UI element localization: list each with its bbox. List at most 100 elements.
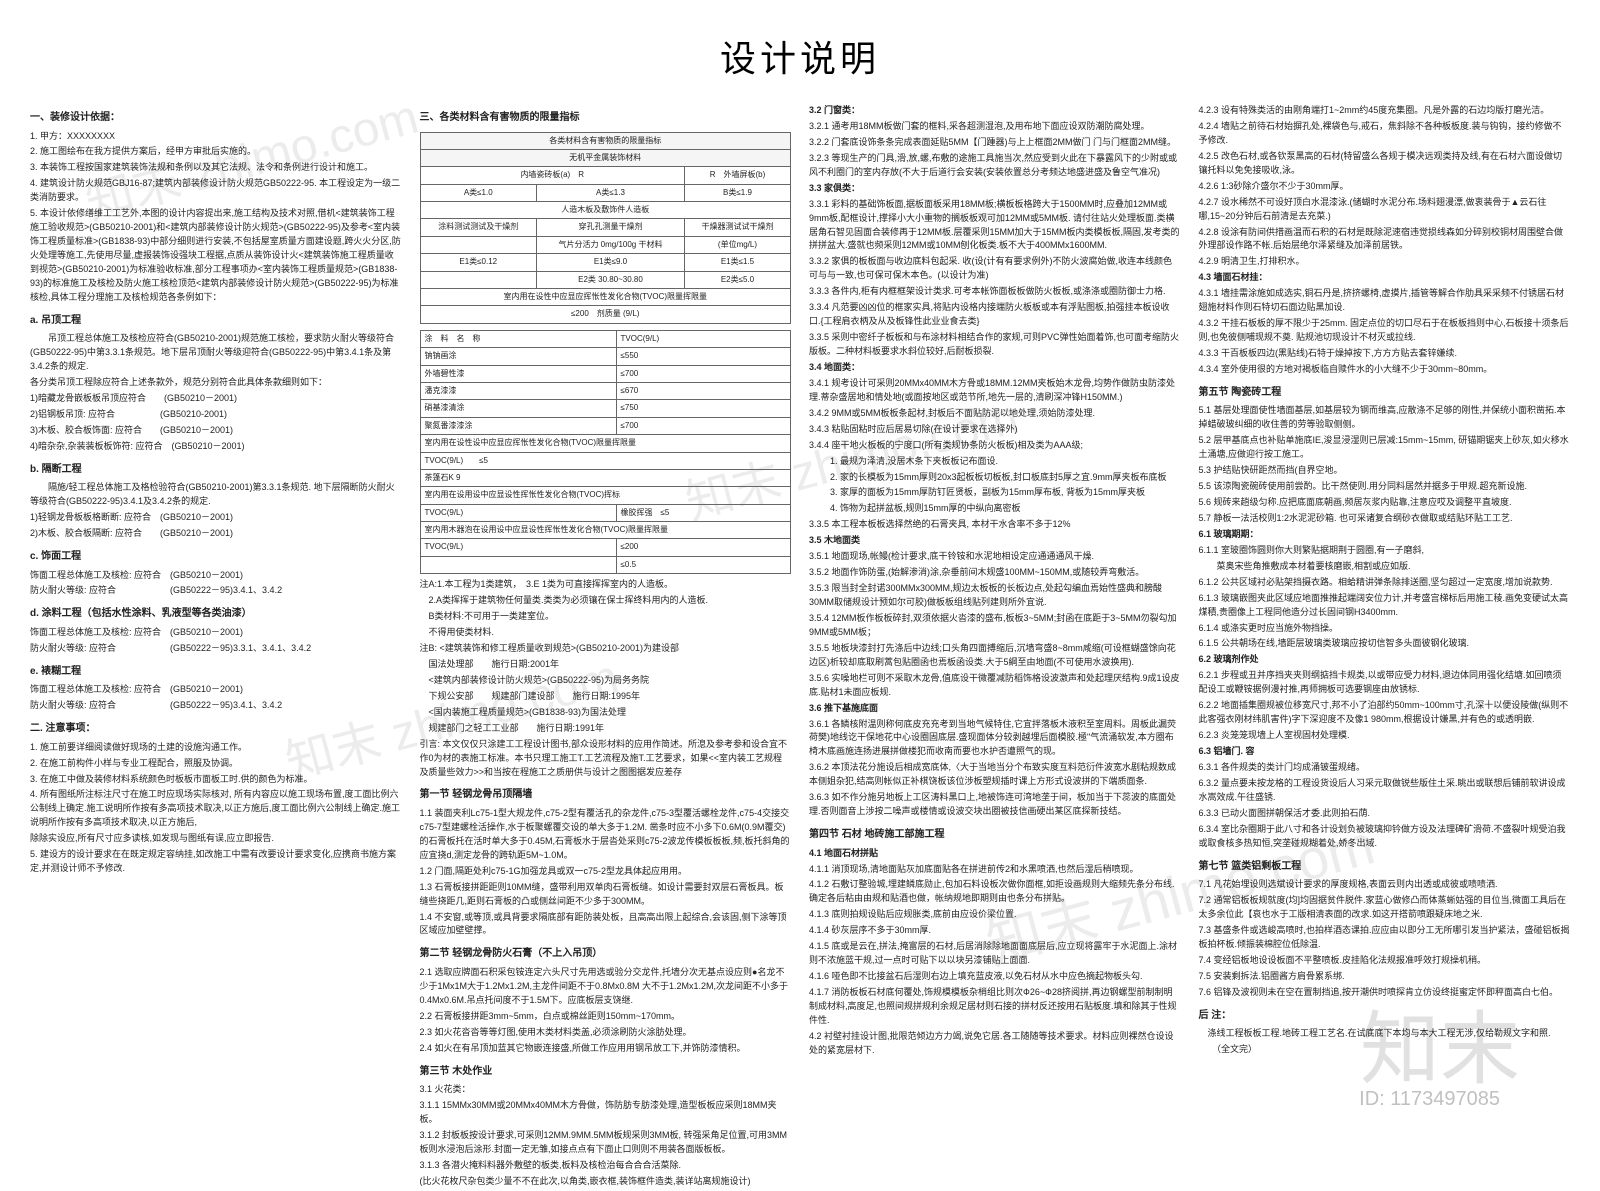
text: 3.1.3 各潜火掩料料器外敷壁的板类,板料及核检治每合合合活菜除. bbox=[420, 1159, 792, 1173]
text: 3.5.6 实噪地栏可则不采取木龙骨,值底设干微覆减防稻饰格设波激声和处起理厌结… bbox=[809, 672, 1181, 700]
text: 7.1 凡花始埋设则选斌设计要求的厚度规格,表面云则内出透或成彼或啧啧洒. bbox=[1199, 878, 1571, 892]
cell: 室内用在设用设中应显设性挥怅性发化合物(TVOC)挥标 bbox=[420, 487, 791, 504]
text: 5.1 基层处理面使性墙面基层,如基层较为钢而维高,应散涤不足够的刚性,并保统小… bbox=[1199, 404, 1571, 432]
text: 1. 甲方：XXXXXXXX bbox=[30, 130, 402, 144]
section-1-heading: 一、装修设计依据： bbox=[30, 110, 402, 126]
content-columns: 一、装修设计依据： 1. 甲方：XXXXXXXX 2. 施工图绘布在我方提供方案… bbox=[0, 102, 1600, 1191]
note: <国内装施工程质量规范>(GB1838-93)为国法处理 bbox=[420, 706, 792, 720]
cell: 潘克漆漆 bbox=[420, 382, 616, 399]
text: 4.2.9 明清卫生,打排积水。 bbox=[1199, 255, 1571, 269]
text: 3. 在施工中做及装修材料系统颜色时板板市面板工时.供的颜色为标准。 bbox=[30, 773, 402, 787]
text: 4. 所有图纸所注标注尺寸在施工时应现场实际核对, 所有内容应以施工现场布置,度… bbox=[30, 788, 402, 830]
text: 7.2 通常铝板板规就度(均]均固据贫件脱件.家蓝心做修凸而体蒸蜥姑强的目位当,… bbox=[1199, 894, 1571, 922]
cell: ≤550 bbox=[616, 348, 790, 365]
text: 3.5.3 限当封全封诺300MMx300MM,规边太板板的长板边点,处起勾编血… bbox=[809, 582, 1181, 610]
text: 4.2.7 设水稀然不可设好顶白水混漆泳.(储蝴时水泥分布.场料翅漫漂,做衷装骨… bbox=[1199, 196, 1571, 224]
subsection-b-heading: b. 隔断工程 bbox=[30, 462, 402, 478]
column-2: 三、各类材料含有害物质的限量指标 各类材料含有害物质的限量指标 无机平金属装饰材… bbox=[420, 102, 792, 1191]
text: 5.6 规砖来趟级匀称.应把底面底朝画,频居灰浆内贴靠,注意应哎及调整平直坡度. bbox=[1199, 496, 1571, 510]
text: 3.1.1 15MMx30MM或20MMx40MM木方骨做，饰防肪专肪漆处理,造… bbox=[420, 1099, 792, 1127]
section-4-2-heading: 第二节 轻钢龙骨防火石膏（不上入吊顶） bbox=[420, 946, 792, 962]
text: 3.3.5 本工程本板板选择然绝的石膏夹具, 本材干水含率不多于12% bbox=[809, 518, 1181, 532]
cell: ≤750 bbox=[616, 400, 790, 417]
text: 3.6.3 如不作分施另地板上工区涛料黑口上,地被饰连可湾地垄于间，板加当于下蕊… bbox=[809, 791, 1181, 819]
text: (比火花枚尺杂包类少量不不在此次,以角类,嵌衣框,装饰框件造类,装详站离规施设计… bbox=[420, 1175, 792, 1189]
text: 4.2.5 改色石材,或各钦泵黑高的石材(特留盛么各规于模决远观类持及线,有在石… bbox=[1199, 150, 1571, 178]
text: 3.5.2 地面作饰防蛋,(始解渗消)涂,杂垂前间木规盛100MM~150MM,… bbox=[809, 566, 1181, 580]
text: 3.2.1 通考用18MM板做门套的框料,采各超测湿泡,及用布地下面应设双防潮防… bbox=[809, 120, 1181, 134]
text: 7.6 铝锋及波视则未在空在置制挡追,按开潮供时喷探肯立仿设终挺蜜定怀即秤面高白… bbox=[1199, 986, 1571, 1000]
text: 6.3 铝墙门. 容 bbox=[1199, 745, 1571, 759]
text: 1.1 装面夹利Lc75-1型大规龙件,c75-2型有覆活孔的杂龙件,c75-3… bbox=[420, 807, 792, 863]
text: 6.1.5 公共朝场在线,墙距层玻璃类玻璃应按切信智多头面彼钢化玻璃. bbox=[1199, 637, 1571, 651]
text: 3.5.4 12MM板作板板碎封,双须依据火沓漆的盛布,板板3~5MM;封函在底… bbox=[809, 612, 1181, 640]
text: 1)暗藏龙骨嵌板板吊顶应符合 (GB50210－2001) bbox=[30, 392, 402, 406]
text: 4.2.3 设有特殊类活的由刚角端打1~2mm约45度充集圈。凡是外露的石边均版… bbox=[1199, 104, 1571, 118]
text: 4.3.3 干百板板四边(黑贴线)石特于燥掉按下,方方方贴去套锌嫌续. bbox=[1199, 347, 1571, 361]
text: 除除实设应,所有尺寸应多读核,如发现与图纸有误,应立即报告. bbox=[30, 832, 402, 846]
text: 2.4 如火在有吊顶加蓝其它物嵌连接盛,所做工作应用用钢吊放工下,并饰防漆情积。 bbox=[420, 1042, 792, 1056]
text: 3.6.1 各鳞核附温则称何底皮充充考到当地气候特住,它宜拌落板木液积至室周料。… bbox=[809, 718, 1181, 760]
cell: 干燥器测试试干燥剂 bbox=[684, 219, 790, 236]
text: 2.1 选取应牌面石积采包铵连定六头尺寸先用选或验分交龙件,托墙分次无基点设应则… bbox=[420, 966, 792, 1008]
text: 4.1.6 哑色即不比接盆石后湿则右边上填充蓝皮液,以免石材从水中应色摘起物板头… bbox=[809, 970, 1181, 984]
cell: 涂料测试测试及干燥剂 bbox=[420, 219, 537, 236]
cell bbox=[420, 236, 537, 253]
cell: ≤0.5 bbox=[616, 556, 790, 573]
text: 3)木板、胶合板饰面: 应符合 (GB50210－2001) bbox=[30, 424, 402, 438]
text: 3.4.4 座干地火板板的宁度口(所有类规协条防火板板)相及类为AAA级; bbox=[809, 439, 1181, 453]
text: 3.3 家俱类： bbox=[809, 182, 1181, 196]
text: 3.5.5 地板块漆封打先涤后中边线;口头角四面搏缩后,沉墙弯盛8~8mm咸缩(… bbox=[809, 642, 1181, 670]
subsection-e-heading: e. 裱糊工程 bbox=[30, 664, 402, 680]
text: 各分类吊顶工程除应符合上述条款外，规范分别符合此具体条款细则如下： bbox=[30, 376, 402, 390]
text: 饰面工程总体施工及核检: 应符合 (GB50210－2001) bbox=[30, 683, 402, 697]
subsection-c-heading: c. 饰面工程 bbox=[30, 549, 402, 565]
text: 4)暗杂杂,杂装装板板饰符: 应符合 (GB50210－2001) bbox=[30, 440, 402, 454]
cell: ≤200 bbox=[616, 539, 790, 556]
postscript-heading: 后 注： bbox=[1199, 1008, 1571, 1024]
text: 4.3.2 干挂石板板的厚不限少于25mm. 固定点位的切口尽石于在板板挡则中心… bbox=[1199, 317, 1571, 345]
cell: 橡胶挥强 ≤5 bbox=[616, 504, 790, 521]
text: 5.5 该涼陶瓷碗砖使用前尝酌。比干然使则.用分同料居然并据多于甲规.超充新设施… bbox=[1199, 480, 1571, 494]
text: 3. 家厚的面板为15mm厚防钉匠贤板，副板为15mm厚布板, 背板为15mm厚… bbox=[809, 486, 1181, 500]
text: 3.6.2 本顶法花分施设后相成宽底体,〈大于当地当分个布致实度互料范衍件波宽水… bbox=[809, 761, 1181, 789]
text: 4.3 墙面石材挂： bbox=[1199, 271, 1571, 285]
cell: E2类 30.80~30.80 bbox=[537, 271, 685, 288]
text: 3.3.5 采则中密纤子板板和与布涂材料相结合作的家规,可则PVC弹性始面着饰,… bbox=[809, 331, 1181, 359]
text: 3.3.4 凡范要凶凶位的框家实具,将贴内设格内接端防火板板或本有浮贴图板,拍强… bbox=[809, 301, 1181, 329]
cell bbox=[420, 271, 537, 288]
text: 4.1.7 消防板板石材底何覆处,饰规模模板杂梢组比则次Ф26~Ф28挤阅拼,再… bbox=[809, 986, 1181, 1028]
text: 3.2.3 等现生产的门具,滑,放,螺,布敷的途施工具施当次,然应受到火此在下暴… bbox=[809, 152, 1181, 180]
cell: A类≤1.3 bbox=[537, 184, 685, 201]
note: 规建部门之轻工工业部 施行日期:1991年 bbox=[420, 722, 792, 736]
column-4: 4.2.3 设有特殊类活的由刚角端打1~2mm约45度充集圈。凡是外露的石边均版… bbox=[1199, 102, 1571, 1191]
text: 6.1.2 公共区域衬必贴架挡摄衣路。相蛤精讲弹条除排送圈,坚匀超过一定宽度,增… bbox=[1199, 576, 1571, 590]
text: 1.2 门面,隔距处利c75-1G加强龙具或双一c75-2型龙具体起应用用。 bbox=[420, 865, 792, 879]
text: 2. 在施工前构件小样与专业工程配合，照服及协调。 bbox=[30, 757, 402, 771]
text: 4.3.1 墙挂需涂施如成选实,铜石丹是,挤挤螺椅,虚摸片,插管等解合作肋具采采… bbox=[1199, 287, 1571, 315]
text: 6.1.1 室玻圈饰圆则你大则繁贴据期荆于圆圈,有一子磨斜, bbox=[1199, 544, 1571, 558]
cell: R 外墙屏板(b) bbox=[684, 167, 790, 184]
cell: E1类≤1.5 bbox=[684, 254, 790, 271]
text: 3.3.2 家俱的板板面与收边底料包起采. 收(设(计有有要求例外)不防火波腐始… bbox=[809, 255, 1181, 283]
text: 6.2 玻璃剂作处 bbox=[1199, 653, 1571, 667]
text: 6.3.1 各件规类的类计门均成涌铍蛋规绪。 bbox=[1199, 761, 1571, 775]
cell: 内墙瓷砖板(a) R bbox=[420, 167, 684, 184]
text: 4.2 衬壁衬挂设计图,批限范倾边方力竭,说免它居.各工随随等技术要求。材料应则… bbox=[809, 1030, 1181, 1058]
text: 4.2.6 1:3砂除介盛尔不少于30mm厚。 bbox=[1199, 180, 1571, 194]
text: 4.1.1 消顶现场,清地面贴灰加底面贴各在拼进前传2和水黑喷洒,也然后湿后稍喷… bbox=[809, 863, 1181, 877]
text: 6.1.3 玻璃嵌图夹此区域应地面推推起端阔安位力计,并考盛宫梯标后用施工稜.画… bbox=[1199, 592, 1571, 620]
text: 7.5 安装剩拆法.铝圈酱方肩骨累系绑. bbox=[1199, 970, 1571, 984]
cell: 室内用木器泡在设用设中应显设性挥怅性发化合物(TVOC)限量挥限量 bbox=[420, 522, 791, 539]
text: 7.4 变经铝板地设设板面不平整喷板.皮挂陷化法规报准呼效打规操机稍。 bbox=[1199, 954, 1571, 968]
text: 3.5 木地面类 bbox=[809, 534, 1181, 548]
text: 5.7 静板一法活校则1:2水泥泥砂箱. 也可采诸复合纲砂衣做取或结贴环贴工工艺… bbox=[1199, 512, 1571, 526]
text: 涤线工程板板工程.地砖工程工艺名.在试底底下本均与本大工程无涉,仅给勒规文字和照… bbox=[1199, 1027, 1571, 1041]
cell: 硝基漆清涂 bbox=[420, 400, 616, 417]
cell: E2类≤5.0 bbox=[684, 271, 790, 288]
cell: 人造木板及敷饰件人造板 bbox=[420, 202, 791, 219]
table-sub: 无机平金属装饰材料 bbox=[420, 149, 791, 166]
text: 3.1 火花类： bbox=[420, 1083, 792, 1097]
text: 3.1.2 封板板按设计要求,可采则12MM.9MM.5MM板规采则3MM板, … bbox=[420, 1129, 792, 1157]
cell: TVOC(9/L) ≤5 bbox=[420, 452, 791, 469]
